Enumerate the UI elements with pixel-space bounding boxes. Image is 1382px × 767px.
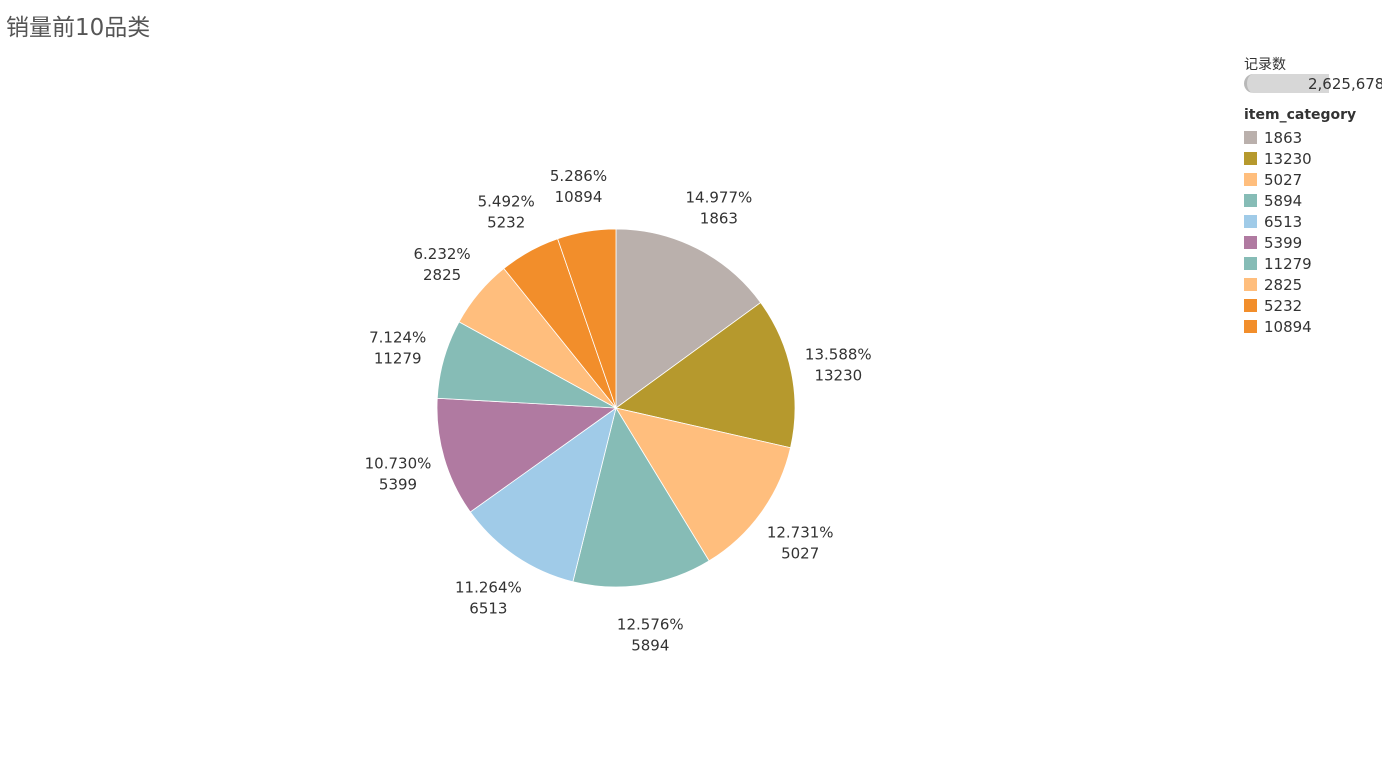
pie-slice-5894[interactable] [572, 406, 710, 588]
legend-swatch [1244, 299, 1257, 312]
slice-percent-label: 5.492% [478, 192, 535, 210]
slice-percent-label: 10.730% [365, 454, 432, 472]
legend-item-5894[interactable]: 5894 [1244, 190, 1382, 211]
legend-label: 13230 [1264, 149, 1312, 168]
chart-title: 销量前10品类 [6, 15, 151, 41]
color-legend-title: item_category [1244, 107, 1357, 123]
legend-label: 5027 [1264, 170, 1303, 189]
legend-swatch [1244, 215, 1257, 228]
pie-slices [436, 228, 796, 588]
legend-swatch [1244, 152, 1257, 165]
slice-category-label: 5894 [631, 636, 669, 654]
slice-category-label: 10894 [555, 188, 603, 206]
legend-item-5399[interactable]: 5399 [1244, 232, 1382, 253]
slice-percent-label: 5.286% [550, 167, 607, 185]
legend-swatch [1244, 236, 1257, 249]
legend-item-6513[interactable]: 6513 [1244, 211, 1382, 232]
legend-swatch [1244, 173, 1257, 186]
legend-label: 5894 [1264, 191, 1303, 210]
pie-slice-13230[interactable] [615, 302, 796, 449]
color-legend-items: 1863 13230 5027 5894 6513 5399 11279 2825 5232 10… [1244, 127, 1382, 337]
pie-labels: 14.977% 1863 13.588% 13230 12.731% 5027 12.576… [365, 167, 872, 654]
slice-percent-label: 7.124% [369, 329, 426, 347]
legend-label: 6513 [1264, 212, 1303, 231]
legend-label: 10894 [1264, 317, 1312, 336]
legend-item-10894[interactable]: 10894 [1244, 316, 1382, 337]
size-legend: 2,625,678 [1244, 73, 1382, 95]
slice-percent-label: 12.576% [617, 615, 684, 633]
size-legend-title: 记录数 [1244, 57, 1286, 73]
pie-slice-1863[interactable] [615, 228, 762, 409]
slice-category-label: 6513 [469, 600, 507, 618]
legend-label: 11279 [1264, 254, 1312, 273]
legend-swatch [1244, 131, 1257, 144]
legend-panel: 记录数 2,625,678 item_category 1863 13230 502… [1244, 54, 1382, 337]
slice-category-label: 5027 [781, 545, 819, 563]
legend-item-2825[interactable]: 2825 [1244, 274, 1382, 295]
legend-item-13230[interactable]: 13230 [1244, 148, 1382, 169]
slice-percent-label: 11.264% [455, 579, 522, 597]
slice-percent-label: 14.977% [686, 189, 753, 207]
slice-category-label: 5232 [487, 213, 525, 231]
legend-item-5232[interactable]: 5232 [1244, 295, 1382, 316]
legend-swatch [1244, 278, 1257, 291]
pie-slice-6513[interactable] [469, 407, 617, 583]
legend-swatch [1244, 194, 1257, 207]
legend-item-11279[interactable]: 11279 [1244, 253, 1382, 274]
slice-percent-label: 12.731% [767, 524, 834, 542]
legend-label: 5232 [1264, 296, 1303, 315]
slice-category-label: 5399 [379, 475, 417, 493]
slice-percent-label: 6.232% [413, 245, 470, 263]
slice-category-label: 11279 [374, 350, 422, 368]
size-legend-value: 2,625,678 [1308, 75, 1382, 93]
pie-slice-5399[interactable] [436, 397, 618, 513]
legend-item-5027[interactable]: 5027 [1244, 169, 1382, 190]
pie-slice-10894[interactable] [557, 228, 617, 409]
legend-item-1863[interactable]: 1863 [1244, 127, 1382, 148]
legend-swatch [1244, 257, 1257, 270]
slice-category-label: 1863 [700, 210, 738, 228]
size-legend-bar [1244, 74, 1329, 93]
legend-label: 5399 [1264, 233, 1303, 252]
slice-category-label: 13230 [814, 366, 862, 384]
legend-label: 1863 [1264, 128, 1303, 147]
slice-percent-label: 13.588% [805, 345, 872, 363]
legend-swatch [1244, 320, 1257, 333]
legend-label: 2825 [1264, 275, 1303, 294]
slice-category-label: 2825 [423, 266, 461, 284]
pie-slice-5027[interactable] [615, 407, 792, 562]
